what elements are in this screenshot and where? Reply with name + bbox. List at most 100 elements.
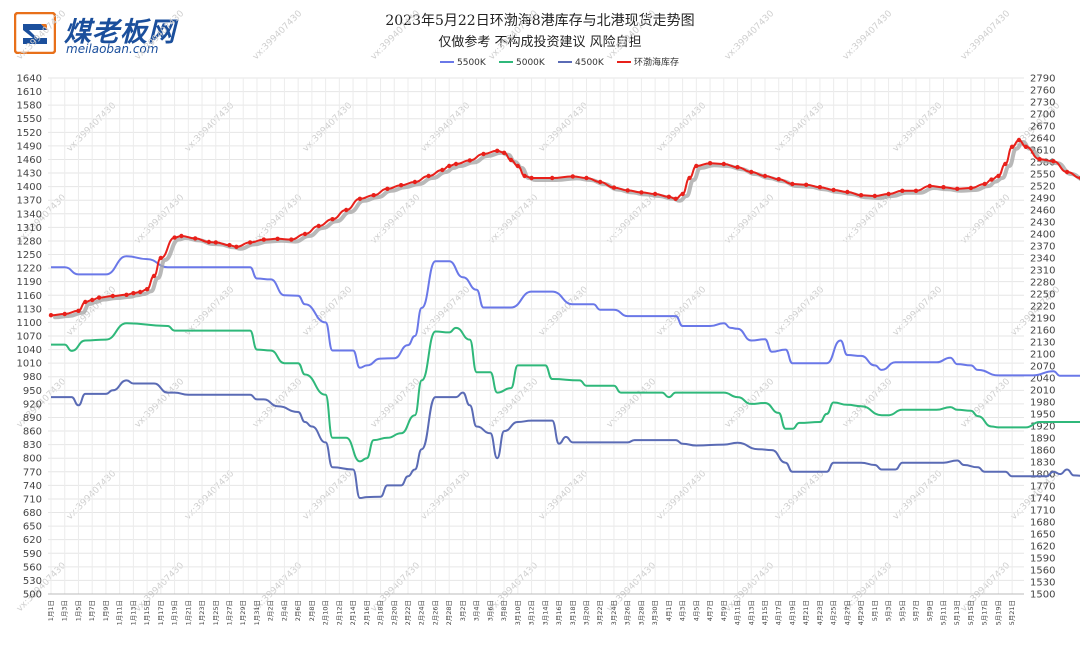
x-tick-label: 4月21日 (802, 600, 810, 625)
data-point-inventory (247, 240, 253, 245)
x-tick-label: 2月8日 (308, 600, 316, 621)
y-left-tick-label: 800 (23, 454, 42, 465)
y-left-tick-label: 1010 (17, 359, 42, 370)
watermark-text: vx:399407430 (655, 469, 708, 522)
y-left-tick-label: 1400 (17, 182, 42, 193)
data-point-inventory (735, 165, 740, 170)
x-tick-label: 5月19日 (994, 600, 1002, 625)
watermark-text: vx:399407430 (133, 9, 186, 62)
x-tick-label: 1月11日 (116, 600, 124, 625)
data-point-inventory (1023, 144, 1029, 149)
x-tick-label: 1月3日 (61, 600, 69, 621)
x-tick-label: 2月10日 (322, 600, 330, 625)
series-line-inventory (50, 138, 1080, 317)
x-tick-label: 1月27日 (225, 600, 233, 625)
data-point-inventory (344, 207, 349, 213)
series-line-4500k (51, 379, 1080, 500)
y-left-tick-label: 1430 (17, 169, 42, 180)
watermark-text: vx:399407430 (959, 193, 1012, 246)
x-tick-label: 2月24日 (418, 600, 426, 625)
y-left-tick-label: 770 (23, 467, 42, 478)
x-tick-label: 3月24日 (610, 600, 618, 625)
x-tick-label: 4月5日 (692, 600, 700, 621)
y-right-tick-label: 2010 (1030, 386, 1055, 397)
y-left-tick-label: 1460 (17, 155, 42, 166)
x-tick-label: 1月31日 (253, 600, 261, 625)
data-point-inventory (172, 235, 177, 240)
x-tick-label: 2月4日 (280, 600, 288, 621)
y-right-tick-label: 1530 (1030, 578, 1055, 589)
data-point-inventory (872, 193, 877, 199)
watermark-text: vx:399407430 (301, 469, 354, 522)
series-line-5000k (51, 322, 1080, 463)
watermark-text: vx:399407430 (487, 193, 540, 246)
data-point-inventory (371, 193, 376, 198)
x-tick-label: 4月29日 (857, 600, 865, 625)
watermark-text: vx:399407430 (723, 9, 776, 62)
y-left-tick-label: 1310 (17, 223, 42, 234)
data-point-inventory (501, 150, 507, 155)
y-axis-left: 500 530 560 590 620 650 680 710 740 770 800 830 860 8… (17, 74, 42, 601)
logo-domain-text: meilaoban.com (66, 42, 159, 56)
x-tick-label: 5月7日 (912, 600, 920, 621)
data-point-inventory (193, 236, 198, 241)
x-tick-label: 3月28日 (637, 600, 645, 625)
x-tick-label: 2月16日 (363, 600, 371, 625)
data-point-inventory (426, 173, 431, 179)
x-tick-label: 4月19日 (788, 600, 796, 625)
x-tick-label: 5月9日 (926, 600, 934, 621)
y-left-tick-label: 530 (23, 576, 42, 587)
y-left-tick-label: 650 (23, 522, 42, 533)
x-tick-label: 1月29日 (239, 600, 247, 625)
y-right-tick-label: 2340 (1030, 254, 1055, 265)
watermark-text: vx:399407430 (183, 469, 236, 522)
y-right-tick-label: 2700 (1030, 110, 1055, 121)
data-point-inventory (138, 289, 143, 295)
y-left-tick-label: 1100 (17, 318, 42, 329)
data-point-inventory (76, 308, 81, 313)
y-left-tick-label: 590 (23, 549, 42, 560)
y-left-tick-label: 560 (23, 562, 42, 573)
x-tick-label: 3月20日 (582, 600, 590, 625)
y-right-tick-label: 1800 (1030, 470, 1055, 481)
data-point-inventory (467, 158, 472, 163)
data-point-inventory (762, 173, 768, 179)
data-point-inventory (694, 163, 699, 169)
x-tick-label: 5月11日 (939, 600, 947, 625)
data-point-inventory (687, 175, 692, 181)
data-point-inventory (900, 188, 905, 193)
y-left-tick-label: 860 (23, 427, 42, 438)
data-point-inventory (1051, 159, 1056, 164)
x-tick-label: 4月7日 (706, 600, 714, 621)
x-tick-label: 1月1日 (47, 600, 55, 621)
data-point-inventory (982, 181, 987, 187)
x-tick-label: 5月15日 (967, 600, 975, 625)
watermark-text: vx:399407430 (891, 469, 944, 522)
y-left-tick-label: 950 (23, 386, 42, 397)
y-left-tick-label: 1070 (17, 332, 42, 343)
data-point-inventory (790, 181, 795, 187)
data-point-inventory (515, 163, 520, 169)
watermark-text: vx:399407430 (959, 9, 1012, 62)
series-shadow-line (53, 139, 1080, 320)
y-right-tick-label: 2760 (1030, 86, 1055, 97)
data-point-inventory (1037, 157, 1042, 162)
y-right-tick-label: 2070 (1030, 362, 1055, 373)
chart-subtitle: 仅做参考 不构成投资建议 风险自担 (438, 35, 642, 50)
watermark-text: vx:399407430 (773, 469, 826, 522)
data-point-inventory (131, 291, 136, 296)
data-point-inventory (385, 186, 390, 191)
y-right-tick-label: 2250 (1030, 290, 1055, 301)
data-point-inventory (611, 185, 617, 190)
y-right-tick-label: 2160 (1030, 326, 1055, 337)
y-left-tick-label: 1340 (17, 209, 42, 220)
y-left-tick-label: 680 (23, 508, 42, 519)
y-right-tick-label: 1860 (1030, 446, 1055, 457)
y-left-tick-label: 1490 (17, 141, 42, 152)
x-tick-label: 4月1日 (665, 600, 673, 621)
y-right-tick-label: 2640 (1030, 134, 1055, 145)
data-point-inventory (804, 182, 809, 187)
data-point-inventory (447, 163, 452, 169)
y-left-tick-label: 920 (23, 399, 42, 410)
data-point-inventory (989, 177, 994, 182)
